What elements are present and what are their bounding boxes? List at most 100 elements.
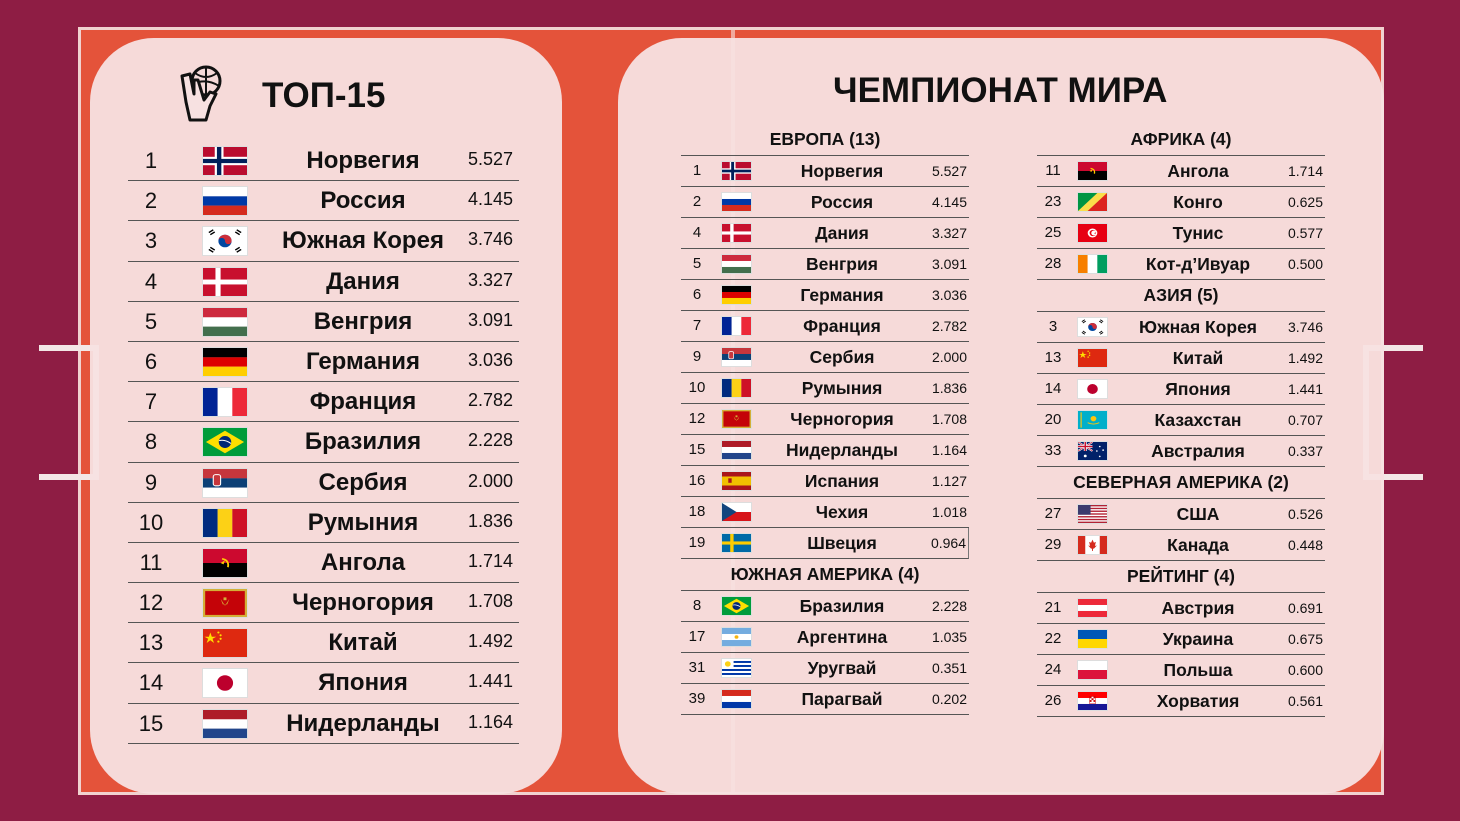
rank-number: 7: [692, 317, 702, 334]
country-score: 0.351: [931, 660, 967, 676]
country-name: Бразилия: [304, 428, 422, 456]
country-score: 1.035: [931, 629, 967, 645]
country-score: 0.561: [1287, 693, 1323, 709]
tunisia-flag-icon: [1077, 223, 1108, 243]
angola-flag-icon: [1077, 161, 1108, 181]
rank-number: 39: [688, 690, 706, 707]
rank-number: 4: [144, 268, 158, 294]
handball-icon: [176, 64, 224, 122]
country-score: 0.526: [1287, 506, 1323, 522]
rank-number: 12: [138, 590, 164, 616]
country-name: Южная Корея: [1138, 317, 1258, 337]
top15-list: 1 Норвегия 5.527 2 Россия 4.145 3 Южная Корея 3.…: [128, 141, 519, 744]
top15-row: 15 Нидерланды 1.164: [128, 704, 519, 744]
country-score: 0.707: [1287, 412, 1323, 428]
country-name: Франция: [803, 316, 881, 336]
country-name: Бразилия: [799, 596, 885, 616]
country-name: Норвегия: [800, 161, 884, 181]
table-row: 5 Венгрия 3.091: [681, 249, 969, 280]
romania-flag-icon: [202, 507, 248, 538]
japan-flag-icon: [202, 668, 248, 699]
rank-number: 13: [138, 630, 164, 656]
rank-number: 14: [138, 670, 164, 696]
rank-number: 1: [144, 148, 158, 173]
country-name: Кот-д’Ивуар: [1145, 254, 1251, 274]
country-score: 4.145: [931, 194, 967, 210]
table-row: 7 Франция 2.782: [681, 311, 969, 342]
country-name: Чехия: [815, 502, 869, 522]
top15-row: 8 Бразилия 2.228: [128, 422, 519, 463]
norway-flag-icon: [721, 161, 752, 181]
rank-number: 8: [692, 597, 702, 614]
country-name: Хорватия: [1156, 691, 1240, 711]
country-name: Уругвай: [807, 658, 877, 678]
montenegro-flag-icon: [721, 409, 752, 429]
top15-row: 4 Дания 3.327: [128, 262, 519, 302]
rank-number: 3: [144, 228, 158, 254]
country-score: 1.708: [467, 591, 513, 612]
rank-number: 22: [1044, 630, 1062, 647]
country-name: Канада: [1167, 535, 1229, 555]
country-name: Аргентина: [796, 627, 888, 647]
ivory-coast-flag-icon: [1077, 254, 1108, 274]
rank-number: 23: [1044, 193, 1062, 210]
paraguay-flag-icon: [721, 689, 752, 709]
rank-number: 27: [1044, 505, 1062, 522]
region-heading: СЕВЕРНАЯ АМЕРИКА (2): [1037, 467, 1325, 499]
rank-number: 31: [688, 659, 706, 676]
country-name: США: [1176, 504, 1220, 524]
table-row: 10 Румыния 1.836: [681, 373, 969, 404]
rank-number: 15: [688, 441, 706, 458]
table-row: 14 Япония 1.441: [1037, 374, 1325, 405]
country-score: 1.492: [467, 631, 513, 652]
china-flag-icon: [202, 628, 248, 659]
top15-row: 5 Венгрия 3.091: [128, 302, 519, 342]
top15-row: 11 Ангола 1.714: [128, 543, 519, 584]
denmark-flag-icon: [202, 266, 248, 297]
croatia-flag-icon: [1077, 691, 1108, 711]
china-flag-icon: [1077, 348, 1108, 368]
top15-row: 10 Румыния 1.836: [128, 503, 519, 543]
rank-number: 10: [138, 509, 164, 535]
table-row: 9 Сербия 2.000: [681, 342, 969, 373]
country-name: Парагвай: [801, 689, 883, 709]
table-row: 31 Уругвай 0.351: [681, 653, 969, 684]
brazil-flag-icon: [202, 427, 248, 458]
top15-row: 7 Франция 2.782: [128, 382, 519, 423]
top15-row: 6 Германия 3.036: [128, 342, 519, 383]
rank-number: 11: [139, 549, 163, 575]
country-name: Южная Корея: [282, 227, 444, 255]
country-name: Казахстан: [1154, 410, 1242, 430]
uruguay-flag-icon: [721, 658, 752, 678]
country-name: Германия: [800, 285, 884, 305]
country-score: 4.145: [467, 189, 513, 210]
congo-flag-icon: [1077, 192, 1108, 212]
championship-title: ЧЕМПИОНАТ МИРА: [833, 71, 1168, 110]
country-score: 0.202: [931, 691, 967, 707]
rank-number: 20: [1044, 411, 1062, 428]
table-row: 29 Канада 0.448: [1037, 530, 1325, 561]
country-name: Австрия: [1161, 598, 1235, 618]
country-score: 3.746: [467, 229, 513, 250]
brazil-flag-icon: [721, 596, 752, 616]
angola-flag-icon: [202, 547, 248, 578]
country-name: Черногория: [790, 409, 894, 429]
country-name: Конго: [1173, 192, 1223, 212]
country-score: 0.691: [1287, 600, 1323, 616]
country-score: 0.577: [1287, 225, 1323, 241]
table-row: 21 Австрия 0.691: [1037, 593, 1325, 624]
country-score: 3.746: [1287, 319, 1323, 335]
country-score: 1.127: [931, 473, 967, 489]
table-row: 20 Казахстан 0.707: [1037, 405, 1325, 436]
country-name: Франция: [309, 388, 417, 416]
championship-column-left: ЕВРОПА (13) 1 Норвегия 5.527 2 Россия 4.145 4 Да…: [681, 124, 969, 715]
country-name: Венгрия: [806, 254, 878, 274]
usa-flag-icon: [1077, 504, 1108, 524]
rank-number: 28: [1044, 255, 1062, 272]
country-name: Швеция: [807, 533, 877, 553]
country-score: 0.448: [1287, 537, 1323, 553]
country-score: 1.714: [1287, 163, 1323, 179]
country-score: 2.782: [931, 318, 967, 334]
table-row: 28 Кот-д’Ивуар 0.500: [1037, 249, 1325, 280]
country-score: 2.782: [467, 390, 513, 411]
